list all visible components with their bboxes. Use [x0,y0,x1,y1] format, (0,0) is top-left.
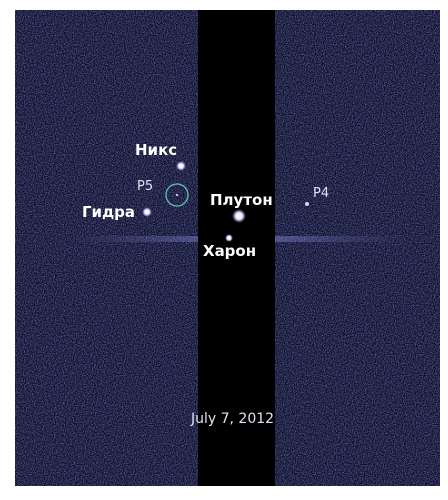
date-label: July 7, 2012 [190,411,274,427]
p5-label: P5 [137,179,153,194]
hydra-dot [142,207,152,217]
p5-dot [175,193,179,197]
charon-label: Харон [203,242,256,260]
pluto-label: Плутон [210,191,273,209]
hydra-label: Гидра [82,203,135,221]
mask-band [198,10,275,486]
nix-label: Никс [135,141,177,159]
p4-label: P4 [313,186,329,201]
nix-dot [176,161,186,171]
charon-dot [225,234,233,242]
p5-circle [165,183,189,207]
p4-dot [305,202,309,206]
pluto-dot [232,209,246,223]
